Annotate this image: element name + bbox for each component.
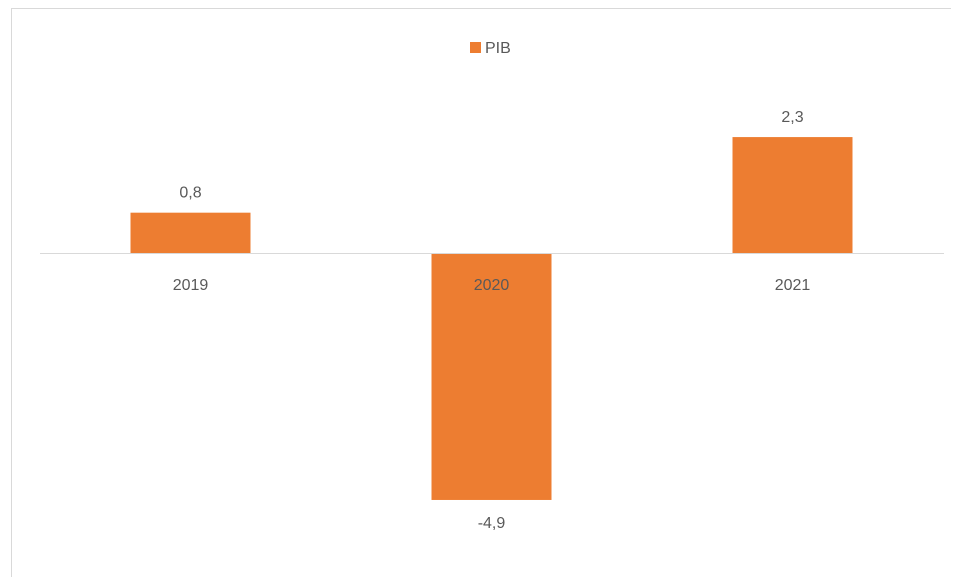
data-label-2020: -4,9 (478, 515, 506, 532)
chart-legend: PIB (470, 40, 511, 57)
labels-group: 2019 0,8 2020 -4,9 2021 2,3 (173, 109, 811, 532)
x-tick-label-2021: 2021 (775, 277, 811, 294)
legend-label-pib: PIB (485, 40, 511, 57)
bar-2021 (732, 137, 853, 253)
x-tick-label-2020: 2020 (474, 277, 510, 294)
bar-2019 (130, 212, 251, 253)
legend-swatch-pib (470, 42, 481, 53)
x-tick-label-2019: 2019 (173, 277, 209, 294)
data-label-2021: 2,3 (781, 109, 803, 126)
bars-group (130, 137, 853, 500)
bar-2020 (431, 253, 552, 500)
data-label-2019: 0,8 (179, 185, 201, 202)
